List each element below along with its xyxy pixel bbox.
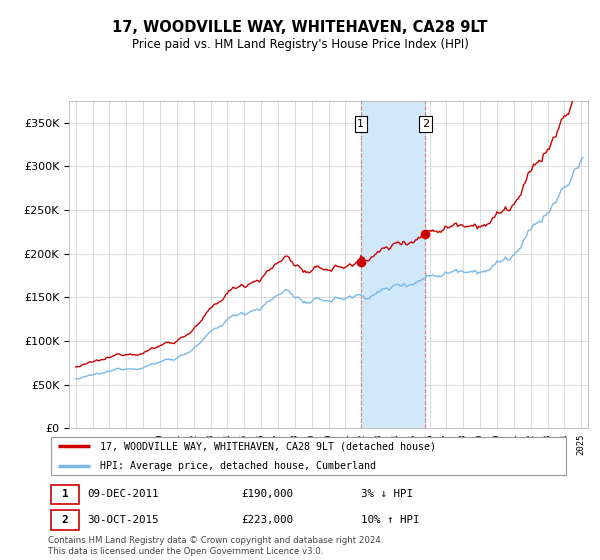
- FancyBboxPatch shape: [50, 485, 79, 504]
- Text: 1: 1: [62, 489, 68, 500]
- Text: £223,000: £223,000: [241, 515, 293, 525]
- Text: Price paid vs. HM Land Registry's House Price Index (HPI): Price paid vs. HM Land Registry's House …: [131, 38, 469, 51]
- Text: 3% ↓ HPI: 3% ↓ HPI: [361, 489, 413, 500]
- Text: 17, WOODVILLE WAY, WHITEHAVEN, CA28 9LT: 17, WOODVILLE WAY, WHITEHAVEN, CA28 9LT: [112, 20, 488, 35]
- FancyBboxPatch shape: [50, 511, 79, 530]
- Text: 17, WOODVILLE WAY, WHITEHAVEN, CA28 9LT (detached house): 17, WOODVILLE WAY, WHITEHAVEN, CA28 9LT …: [100, 441, 436, 451]
- Text: 1: 1: [358, 119, 364, 129]
- Text: 10% ↑ HPI: 10% ↑ HPI: [361, 515, 420, 525]
- Text: 2: 2: [62, 515, 68, 525]
- Text: 30-OCT-2015: 30-OCT-2015: [87, 515, 158, 525]
- Bar: [361, 101, 425, 428]
- Text: Contains HM Land Registry data © Crown copyright and database right 2024.
This d: Contains HM Land Registry data © Crown c…: [48, 536, 383, 556]
- Text: 2: 2: [422, 119, 429, 129]
- Text: 09-DEC-2011: 09-DEC-2011: [87, 489, 158, 500]
- Text: HPI: Average price, detached house, Cumberland: HPI: Average price, detached house, Cumb…: [100, 461, 376, 471]
- FancyBboxPatch shape: [50, 437, 566, 475]
- Text: £190,000: £190,000: [241, 489, 293, 500]
